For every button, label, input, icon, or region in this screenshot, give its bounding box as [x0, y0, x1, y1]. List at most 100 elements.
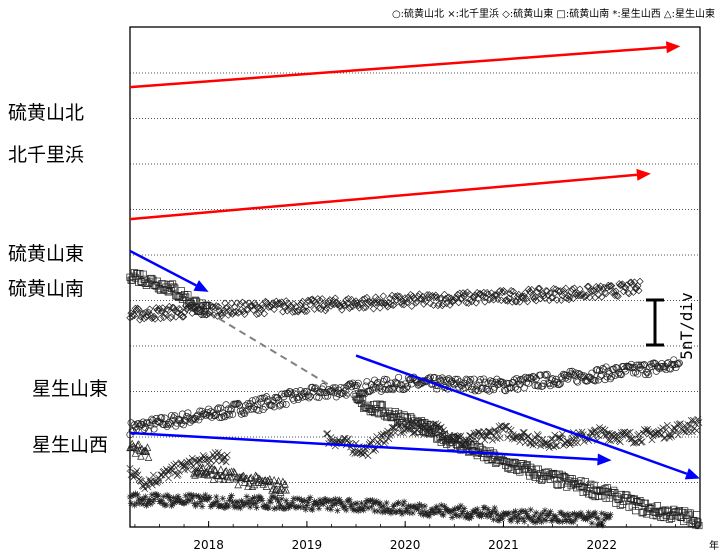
- data-point: [132, 306, 141, 314]
- data-point: [363, 497, 371, 504]
- data-point: [226, 407, 235, 415]
- data-point: [442, 299, 451, 308]
- data-point: [198, 463, 207, 472]
- data-point: [498, 378, 506, 386]
- data-point: [237, 410, 245, 418]
- data-point: [387, 510, 395, 517]
- data-point: [555, 380, 563, 389]
- data-point: [276, 300, 285, 308]
- data-point: [404, 293, 413, 301]
- data-point: [599, 486, 607, 494]
- data-point: [450, 507, 457, 514]
- data-point: [186, 497, 194, 504]
- data-point: [674, 431, 682, 439]
- data-point: [514, 518, 521, 525]
- data-point: [160, 493, 168, 500]
- data-point: [685, 428, 693, 436]
- data-point: [543, 439, 551, 447]
- data-point: [185, 491, 193, 498]
- data-point: [301, 307, 309, 316]
- data-point: [398, 382, 406, 390]
- data-point: [164, 306, 172, 315]
- data-point: [212, 302, 220, 310]
- data-point: [184, 496, 192, 503]
- data-point: [267, 499, 275, 506]
- data-point: [610, 287, 618, 296]
- trend-arrow-head: [636, 168, 651, 181]
- data-point: [243, 406, 251, 414]
- data-point: [136, 446, 144, 454]
- data-point: [204, 496, 211, 503]
- station-label-hosshozan-east: 星生山東: [32, 378, 108, 400]
- data-point: [423, 291, 431, 299]
- data-point: [281, 480, 289, 488]
- data-point: [566, 516, 574, 524]
- data-point: [230, 467, 238, 476]
- data-point: [137, 452, 145, 460]
- data-point: [513, 513, 520, 521]
- data-point: [364, 504, 372, 512]
- data-point: [517, 433, 525, 441]
- data-point: [222, 304, 230, 312]
- data-point: [197, 498, 205, 505]
- data-point: [636, 277, 644, 286]
- data-point: [359, 304, 368, 312]
- data-point: [484, 506, 492, 513]
- data-point: [458, 294, 466, 303]
- data-point: [498, 288, 507, 297]
- data-point: [488, 293, 497, 301]
- data-point: [296, 495, 303, 503]
- data-point: [230, 502, 237, 509]
- data-point: [126, 493, 134, 501]
- data-point: [576, 285, 584, 293]
- data-point: [653, 502, 661, 510]
- data-point: [384, 427, 392, 435]
- data-point: [214, 498, 221, 505]
- data-point: [438, 502, 445, 509]
- data-point: [249, 495, 256, 502]
- data-point: [693, 511, 701, 519]
- data-point: [225, 503, 232, 510]
- data-point: [393, 380, 402, 388]
- data-point: [560, 512, 567, 519]
- data-point: [168, 303, 177, 312]
- data-point: [391, 501, 398, 509]
- data-point: [260, 310, 269, 318]
- data-point: [492, 428, 500, 436]
- data-point: [151, 315, 159, 323]
- data-point: [474, 295, 483, 303]
- data-point: [496, 434, 504, 442]
- data-point: [348, 383, 356, 391]
- data-point: [340, 301, 348, 310]
- data-point: [133, 467, 141, 475]
- data-point: [547, 508, 554, 515]
- data-point: [484, 379, 492, 387]
- data-point: [542, 286, 550, 295]
- data-point: [377, 298, 385, 307]
- data-point: [382, 508, 389, 516]
- data-point: [297, 299, 306, 307]
- data-point: [208, 470, 216, 478]
- data-point: [136, 477, 144, 485]
- data-point: [211, 303, 219, 312]
- data-point: [608, 289, 617, 297]
- data-point: [644, 368, 652, 376]
- x-tick-label: 2019: [292, 538, 323, 552]
- data-point: [602, 363, 610, 371]
- data-point: [161, 502, 169, 509]
- data-point: [533, 509, 540, 516]
- data-point: [373, 498, 380, 505]
- data-point: [299, 498, 306, 505]
- data-point: [306, 301, 314, 309]
- data-point: [181, 499, 188, 507]
- gap-dashed-line: [208, 311, 357, 402]
- data-point: [204, 310, 213, 318]
- data-point: [277, 501, 284, 509]
- data-point: [380, 502, 387, 510]
- data-point: [159, 304, 167, 312]
- data-point: [586, 513, 593, 520]
- data-point: [346, 303, 355, 311]
- data-point: [128, 492, 136, 499]
- data-point: [220, 475, 228, 484]
- data-point: [220, 453, 228, 461]
